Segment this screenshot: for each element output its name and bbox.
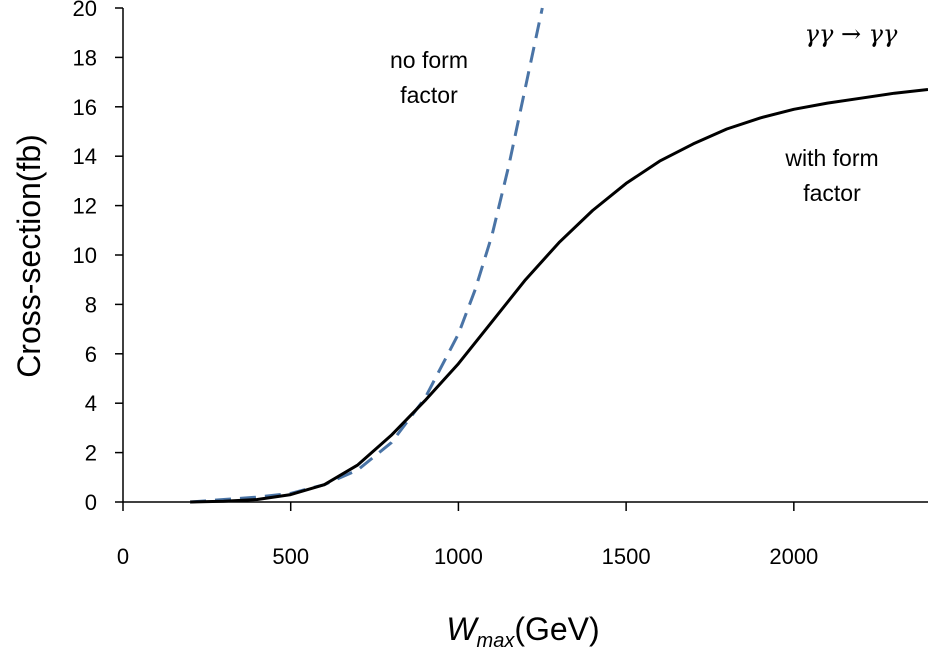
y-tick-label: 12 [73,194,97,219]
y-tick-label: 4 [85,391,97,416]
series-line-with-form-factor [190,88,928,504]
x-tick-label: 2000 [769,544,818,569]
annotation-with-form-factor-line1: with form [784,145,878,171]
y-tick-label: 10 [73,243,97,268]
x-tick-label: 0 [117,544,129,569]
axes [115,7,928,511]
series-layer [189,7,928,504]
series-line-no-form-factor [189,7,544,504]
y-tick-label: 6 [85,342,97,367]
y-tick-label: 14 [73,144,97,169]
annotation-with-form-factor-line2: factor [803,180,861,206]
x-axis-title-sub: max [477,630,516,652]
y-tick-label: 2 [85,441,97,466]
x-axis-title-main: W [446,611,479,647]
y-tick-label: 0 [85,490,97,515]
annotation-no-form-factor-line2: factor [400,82,458,108]
x-tick-label: 500 [272,544,309,569]
x-axis-title: Wmax(GeV) [446,611,599,652]
y-tick-labels: 0 2 4 6 8 10 12 14 16 18 20 [73,0,97,515]
x-axis-title-unit: (GeV) [514,611,599,647]
annotation-no-form-factor-line1: no form [390,47,468,73]
y-axis-title: Cross-section(fb) [11,134,47,378]
y-tick-label: 18 [73,45,97,70]
x-tick-label: 1000 [434,544,483,569]
y-tick-label: 16 [73,95,97,120]
x-tick-labels: 0 500 1000 1500 2000 [117,544,818,569]
y-tick-label: 8 [85,292,97,317]
y-tick-label: 20 [73,0,97,21]
x-tick-label: 1500 [602,544,651,569]
process-label: γγ → γγ [805,20,898,48]
